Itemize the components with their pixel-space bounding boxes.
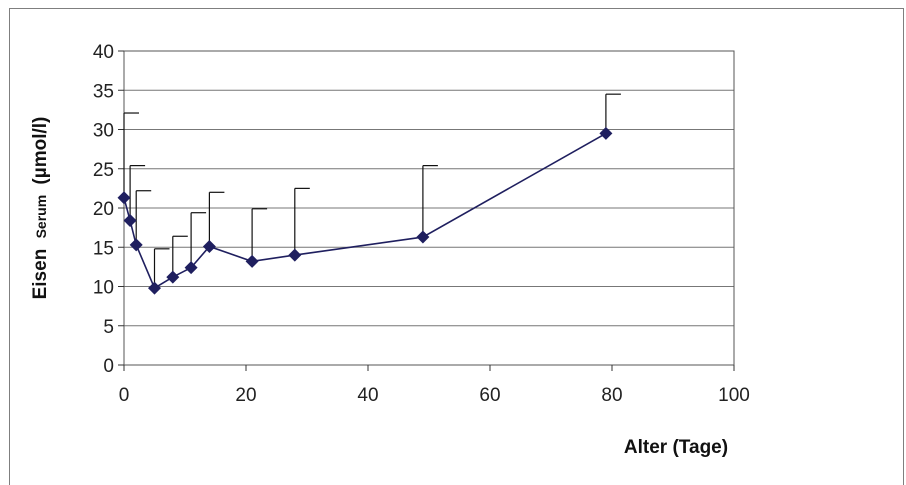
error-bar — [172, 235, 188, 278]
error-bar — [251, 208, 268, 262]
x-tick-label: 60 — [479, 385, 500, 406]
error-bar — [135, 190, 152, 245]
error-bars — [123, 93, 621, 289]
data-point — [148, 281, 161, 295]
y-tick-label: 20 — [93, 199, 114, 220]
x-tick-label: 20 — [235, 385, 256, 406]
y-axis-title-main: Eisen — [30, 249, 51, 300]
y-axis-title: Eisen Serum (µmol/l) — [30, 117, 51, 300]
data-point — [245, 254, 259, 268]
data-point — [123, 214, 137, 228]
y-tick-label: 5 — [103, 317, 114, 338]
y-tick-label: 15 — [93, 238, 114, 259]
error-bar — [129, 165, 146, 221]
data-point — [117, 191, 131, 205]
data-markers — [117, 126, 613, 295]
y-axis-title-sub: Serum — [33, 195, 49, 239]
error-bar — [123, 112, 139, 198]
error-bar — [294, 187, 310, 256]
x-tick-label: 80 — [601, 385, 622, 406]
data-point — [202, 239, 216, 253]
data-point — [166, 270, 180, 284]
error-bar — [208, 191, 225, 247]
y-tick-label: 30 — [93, 121, 114, 142]
tick-labels: 0 5 10 15 20 25 30 35 40 0 20 40 60 80 100 — [93, 42, 750, 406]
axes — [118, 50, 735, 371]
data-point — [288, 248, 302, 262]
chart-frame — [9, 8, 904, 485]
y-tick-label: 0 — [103, 356, 114, 377]
x-tick-label: 100 — [718, 385, 750, 406]
x-tick-label: 40 — [357, 385, 378, 406]
y-tick-label: 25 — [93, 160, 114, 181]
error-bar — [422, 165, 438, 238]
series-line — [123, 132, 607, 290]
error-bar — [605, 93, 621, 134]
y-tick-label: 35 — [93, 81, 114, 102]
y-tick-label: 10 — [93, 278, 114, 299]
y-axis-title-unit: (µmol/l) — [30, 117, 51, 185]
y-tick-label: 40 — [93, 42, 114, 63]
data-point — [416, 230, 430, 244]
data-point — [129, 238, 143, 252]
data-point — [184, 261, 198, 275]
x-tick-label: 0 — [119, 385, 130, 406]
error-bar — [190, 212, 207, 268]
error-bar — [153, 248, 170, 289]
x-axis-title: Alter (Tage) — [624, 437, 728, 458]
data-point — [599, 126, 613, 140]
gridlines — [124, 50, 734, 327]
